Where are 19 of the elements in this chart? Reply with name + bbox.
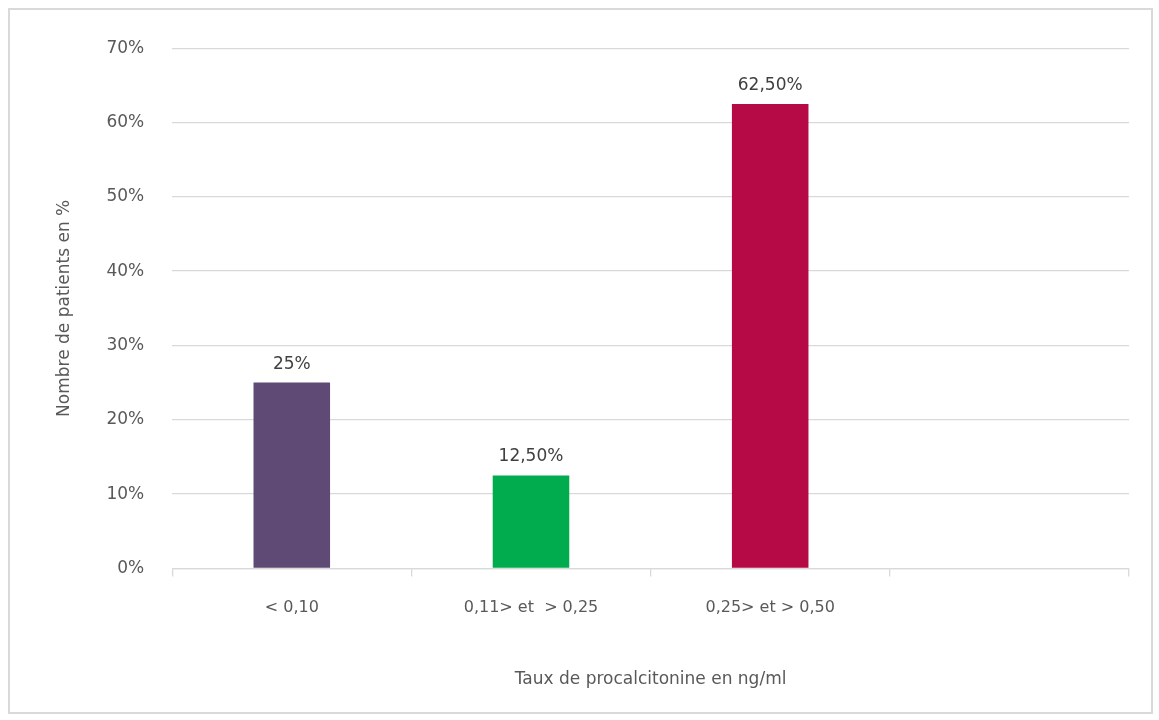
y-axis-title: Nombre de patients en % (52, 199, 73, 417)
y-tick-label: 10% (106, 482, 145, 503)
y-tick-label: 0% (117, 556, 145, 577)
y-tick-label: 70% (106, 36, 145, 57)
data-label: 62,50% (737, 73, 803, 94)
y-tick-label: 60% (106, 110, 145, 131)
x-tick-label: 0,25> et > 0,50 (705, 597, 835, 617)
y-tick-label: 50% (106, 185, 145, 206)
y-tick-label: 30% (106, 333, 145, 354)
bar (253, 382, 331, 568)
x-axis-title: Taux de procalcitonine en ng/ml (513, 668, 787, 689)
y-tick-label: 40% (106, 259, 145, 280)
bar (492, 475, 570, 568)
data-label: 12,50% (498, 445, 564, 466)
x-tick-label: < 0,10 (264, 597, 319, 617)
bar (731, 103, 809, 568)
x-tick-label: 0,11> et > 0,25 (463, 597, 599, 617)
y-tick-label: 20% (106, 408, 145, 429)
data-label: 25% (272, 352, 311, 373)
